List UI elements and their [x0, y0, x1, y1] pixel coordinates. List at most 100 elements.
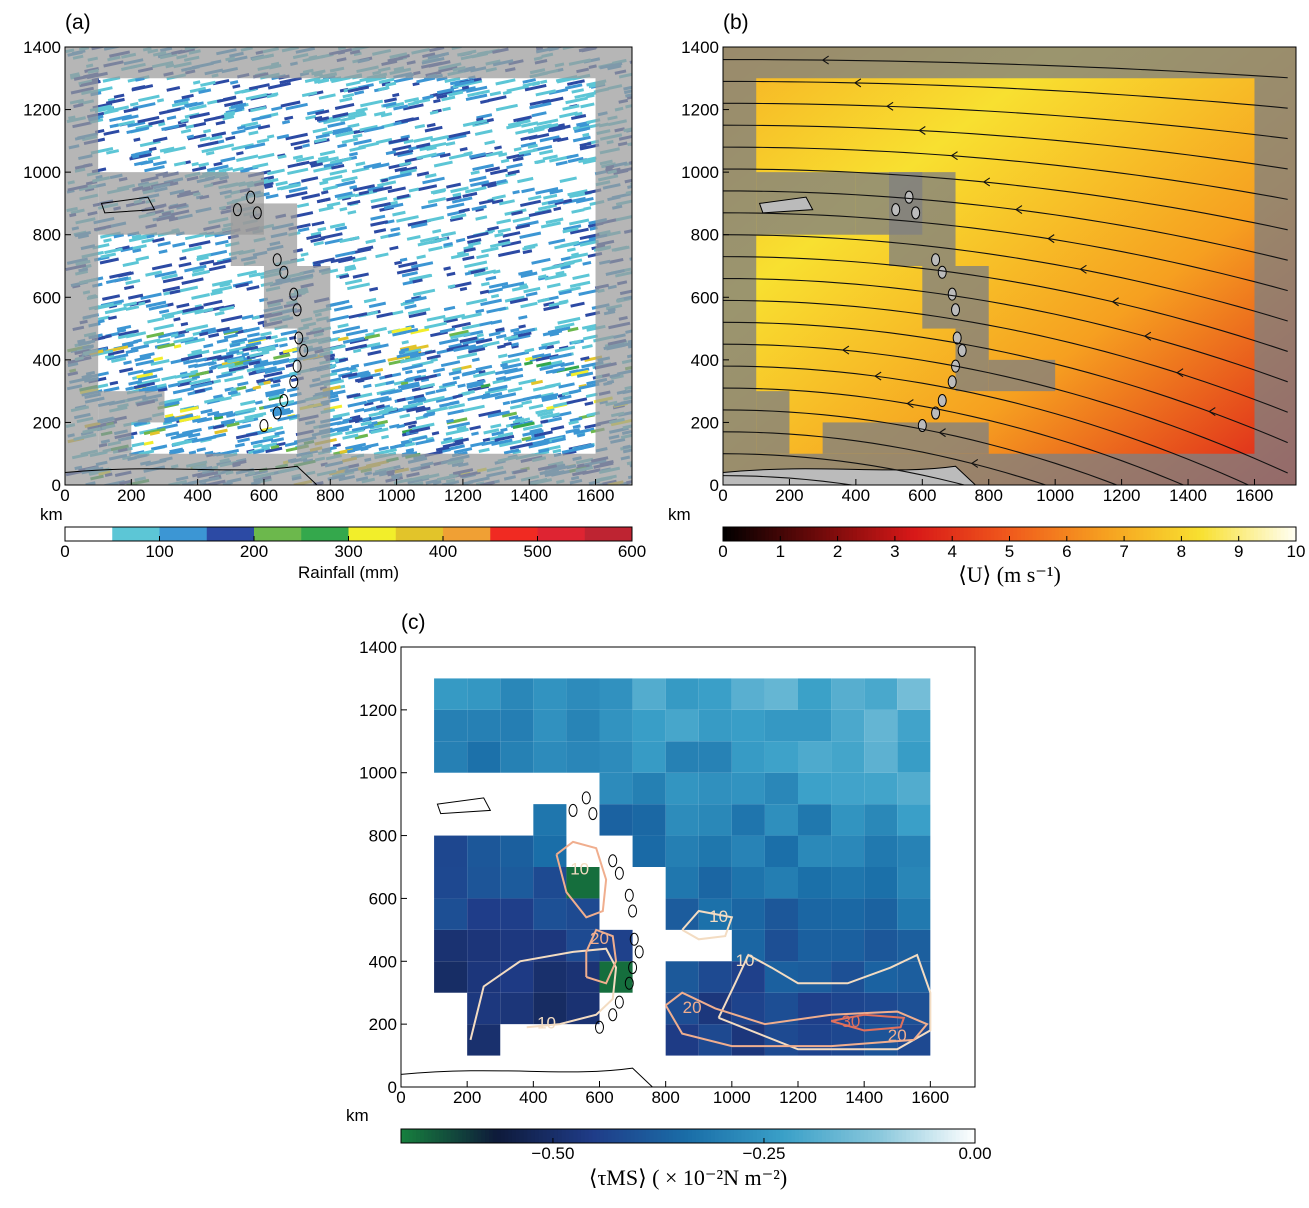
stress-cell [864, 741, 897, 772]
colorbar-segment [462, 1129, 466, 1143]
colorbar-segment [600, 1129, 604, 1143]
panel-label: (c) [401, 611, 426, 634]
x-tick-label: 800 [316, 486, 344, 505]
stress-cell [732, 836, 765, 867]
colorbar-segment [941, 1129, 945, 1143]
stress-cell [633, 804, 666, 835]
colorbar-segment [1109, 527, 1113, 541]
x-tick-label: 400 [183, 486, 211, 505]
stress-cell [897, 678, 930, 709]
colorbar-segment [849, 1129, 853, 1143]
rain-streak [632, 408, 650, 415]
colorbar-segment [654, 1129, 658, 1143]
colorbar-segment [688, 1129, 692, 1143]
rain-streak [632, 70, 653, 77]
colorbar-segment [1250, 527, 1254, 541]
colorbar-segment [768, 1129, 772, 1143]
colorbar-segment [504, 1129, 508, 1143]
colorbar-segment [684, 1129, 688, 1143]
x-axis-label: km [40, 505, 63, 524]
colorbar-segment [611, 1129, 615, 1143]
colorbar-segment [964, 1129, 968, 1143]
colorbar-segment [746, 527, 750, 541]
colorbar-segment [527, 1129, 531, 1143]
colorbar-tick-label: 5 [1005, 542, 1014, 561]
colorbar-segment [455, 1129, 459, 1143]
colorbar-segment [792, 527, 796, 541]
colorbar-segment [349, 527, 397, 541]
island [932, 254, 940, 266]
stress-cell [434, 898, 467, 929]
colorbar-segment [879, 1129, 883, 1143]
colorbar-segment [1032, 527, 1036, 541]
stress-cell [633, 678, 666, 709]
stress-cell [765, 930, 798, 961]
colorbar-tick-label: −0.25 [742, 1144, 785, 1163]
stress-cell [467, 741, 500, 772]
stress-cell [699, 710, 732, 741]
colorbar-segment [409, 1129, 413, 1143]
colorbar-segment [443, 527, 491, 541]
colorbar-segment [910, 527, 914, 541]
island [892, 204, 900, 216]
colorbar-segment [956, 527, 960, 541]
colorbar-segment [765, 1129, 769, 1143]
stress-cell [600, 773, 633, 804]
colorbar-segment [967, 527, 971, 541]
stress-cell [633, 836, 666, 867]
colorbar-segment [1223, 527, 1227, 541]
colorbar-segment [65, 527, 113, 541]
colorbar-segment [723, 527, 727, 541]
colorbar-segment [416, 1129, 420, 1143]
colorbar-segment [910, 1129, 914, 1143]
colorbar-segment [665, 1129, 669, 1143]
colorbar-segment [960, 1129, 964, 1143]
colorbar-segment [838, 527, 842, 541]
colorbar-segment [500, 1129, 504, 1143]
rain-streak [631, 411, 648, 417]
mask-block [756, 391, 789, 454]
plot-area [401, 647, 975, 1087]
colorbar-segment [1151, 527, 1155, 541]
colorbar-segment [1254, 527, 1258, 541]
stress-cell [699, 741, 732, 772]
x-tick-label: 600 [250, 486, 278, 505]
colorbar-segment [1243, 527, 1247, 541]
colorbar-segment [1285, 527, 1289, 541]
colorbar-segment [872, 1129, 876, 1143]
stress-cell [765, 741, 798, 772]
colorbar-tick-label: 0 [718, 542, 727, 561]
colorbar-tick-label: 600 [618, 542, 646, 561]
colorbar-segment [757, 527, 761, 541]
stress-cell [798, 930, 831, 961]
stress-cell [566, 993, 599, 1024]
stress-cell [533, 961, 566, 992]
stress-cell [699, 678, 732, 709]
colorbar-segment [979, 527, 983, 541]
stress-cell [500, 710, 533, 741]
colorbar-segment [730, 1129, 734, 1143]
colorbar-segment [998, 527, 1002, 541]
colorbar-segment [1116, 527, 1120, 541]
y-tick-label: 600 [33, 288, 61, 307]
island [958, 344, 966, 356]
stress-cell [897, 773, 930, 804]
colorbar-segment [841, 527, 845, 541]
colorbar-segment [1239, 527, 1243, 541]
stress-cell [434, 867, 467, 898]
colorbar-segment [872, 527, 876, 541]
panel-label: (a) [65, 11, 91, 34]
colorbar-segment [727, 527, 731, 541]
colorbar-label: ⟨U⟩ (m s⁻¹) [958, 562, 1061, 587]
stress-cell [666, 898, 699, 929]
colorbar-segment [1136, 527, 1140, 541]
colorbar-segment [692, 1129, 696, 1143]
stress-cell [467, 836, 500, 867]
colorbar-segment [1246, 527, 1250, 541]
plot-area [65, 43, 654, 488]
colorbar-tick-label: 500 [523, 542, 551, 561]
stress-cell [500, 898, 533, 929]
contour-label: 20 [888, 1026, 907, 1045]
island [948, 376, 956, 388]
stress-cell [434, 710, 467, 741]
